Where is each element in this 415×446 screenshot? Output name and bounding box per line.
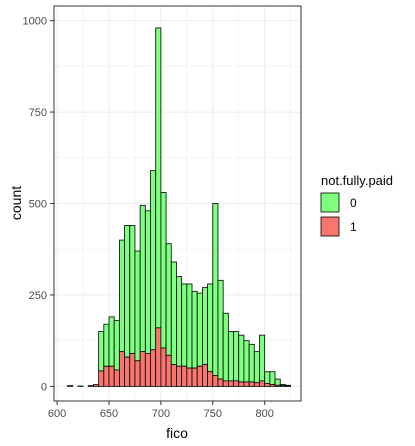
y-axis: 0 250 500 750 1000 [23,16,54,393]
bar-segment-1 [233,380,240,387]
bar-segment-1 [150,349,157,387]
bar-segment-0 [269,371,276,385]
bar-segment-0 [160,192,167,349]
bar-segment-0 [207,283,214,373]
bar-segment-0 [150,170,157,351]
x-tick-label: 600 [48,408,66,420]
bar-segment-0 [98,331,105,372]
bar-segment-0 [108,316,115,367]
bar-segment-1 [227,380,234,387]
bar-segment-0 [124,225,131,358]
bar-segment-1 [181,365,188,387]
legend: not.fully.paid 0 1 [320,173,393,237]
bar-segment-1 [113,369,120,387]
bar-segment-1 [269,384,276,387]
y-tick-label: 500 [29,199,47,211]
bar-segment-1 [191,367,198,387]
bar-segment-0 [274,378,281,386]
bar-segment-0 [222,312,229,382]
bar-segment-0 [196,292,203,367]
bar-segment-1 [222,380,229,387]
bar-segment-1 [103,365,110,387]
bar-segment-1 [259,380,266,387]
bar-segment-1 [155,327,162,387]
legend-key-1 [320,216,340,237]
bar-segment-0 [113,320,120,371]
bar-segment-1 [202,364,208,387]
legend-key-0 [320,192,340,213]
bar-segment-0 [144,210,151,354]
bar-segment-0 [134,250,141,362]
bar-segment-1 [238,381,245,387]
x-tick-label: 650 [100,408,118,420]
bar-segment-0 [264,371,271,384]
bar-segment-0 [103,323,110,367]
bars [67,27,292,387]
bar-segment-1 [160,347,167,387]
bar-segment-1 [129,353,136,387]
y-tick-label: 750 [29,107,47,119]
bar-segment-0 [202,287,208,365]
bar-segment-0 [253,351,260,384]
bar-segment-1 [253,382,260,387]
bar-segment-1 [118,351,125,387]
bar-segment-1 [264,383,271,387]
bar-segment-0 [139,204,146,353]
bar-segment-0 [238,334,245,383]
y-axis-title: count [8,186,24,220]
bar-segment-1 [212,374,219,387]
bar-segment-0 [129,225,136,354]
bar-segment-0 [243,340,250,383]
bar-segment-1 [93,384,100,387]
bar-segment-1 [144,353,151,387]
bar-segment-1 [165,354,172,387]
bar-segment-1 [186,367,193,387]
x-axis-title: fico [166,425,188,441]
bar-segment-0 [118,239,125,353]
bar-segment-0 [191,290,198,369]
bar-segment-0 [248,343,255,383]
bar-segment-1 [170,364,177,387]
bar-segment-1 [279,385,286,387]
bar-segment-1 [217,378,224,387]
bar-segment-1 [67,385,74,387]
x-axis: 600 650 700 750 800 [48,401,274,420]
bar-segment-1 [196,365,203,387]
bar-segment-1 [207,371,214,387]
bar-segment-0 [165,243,172,356]
x-tick-label: 800 [255,408,273,420]
bar-segment-1 [139,351,146,387]
y-tick-label: 0 [41,381,47,393]
x-tick-label: 700 [152,408,170,420]
bar-segment-1 [176,365,183,387]
bar-segment-0 [227,331,234,382]
y-tick-label: 250 [29,290,47,302]
bar-segment-0 [176,276,183,367]
bar-segment-0 [181,283,188,367]
bar-segment-0 [186,283,193,369]
bar-segment-0 [170,261,177,365]
bar-segment-1 [248,381,255,387]
bar-segment-0 [217,279,224,380]
legend-label-1: 1 [350,220,357,234]
bar-segment-0 [259,334,266,382]
bar-segment-0 [212,203,219,376]
legend-label-0: 0 [350,196,357,210]
y-tick-label: 1000 [23,16,47,28]
bar-segment-0 [155,27,162,329]
bar-segment-1 [108,365,115,387]
bar-segment-1 [243,381,250,387]
bar-segment-1 [124,356,131,387]
bar-segment-1 [87,385,94,387]
legend-title: not.fully.paid [321,173,393,188]
x-tick-label: 750 [204,408,222,420]
bar-segment-1 [98,370,105,387]
bar-segment-1 [134,360,141,387]
bar-segment-0 [233,331,240,382]
bar-segment-1 [274,384,281,387]
